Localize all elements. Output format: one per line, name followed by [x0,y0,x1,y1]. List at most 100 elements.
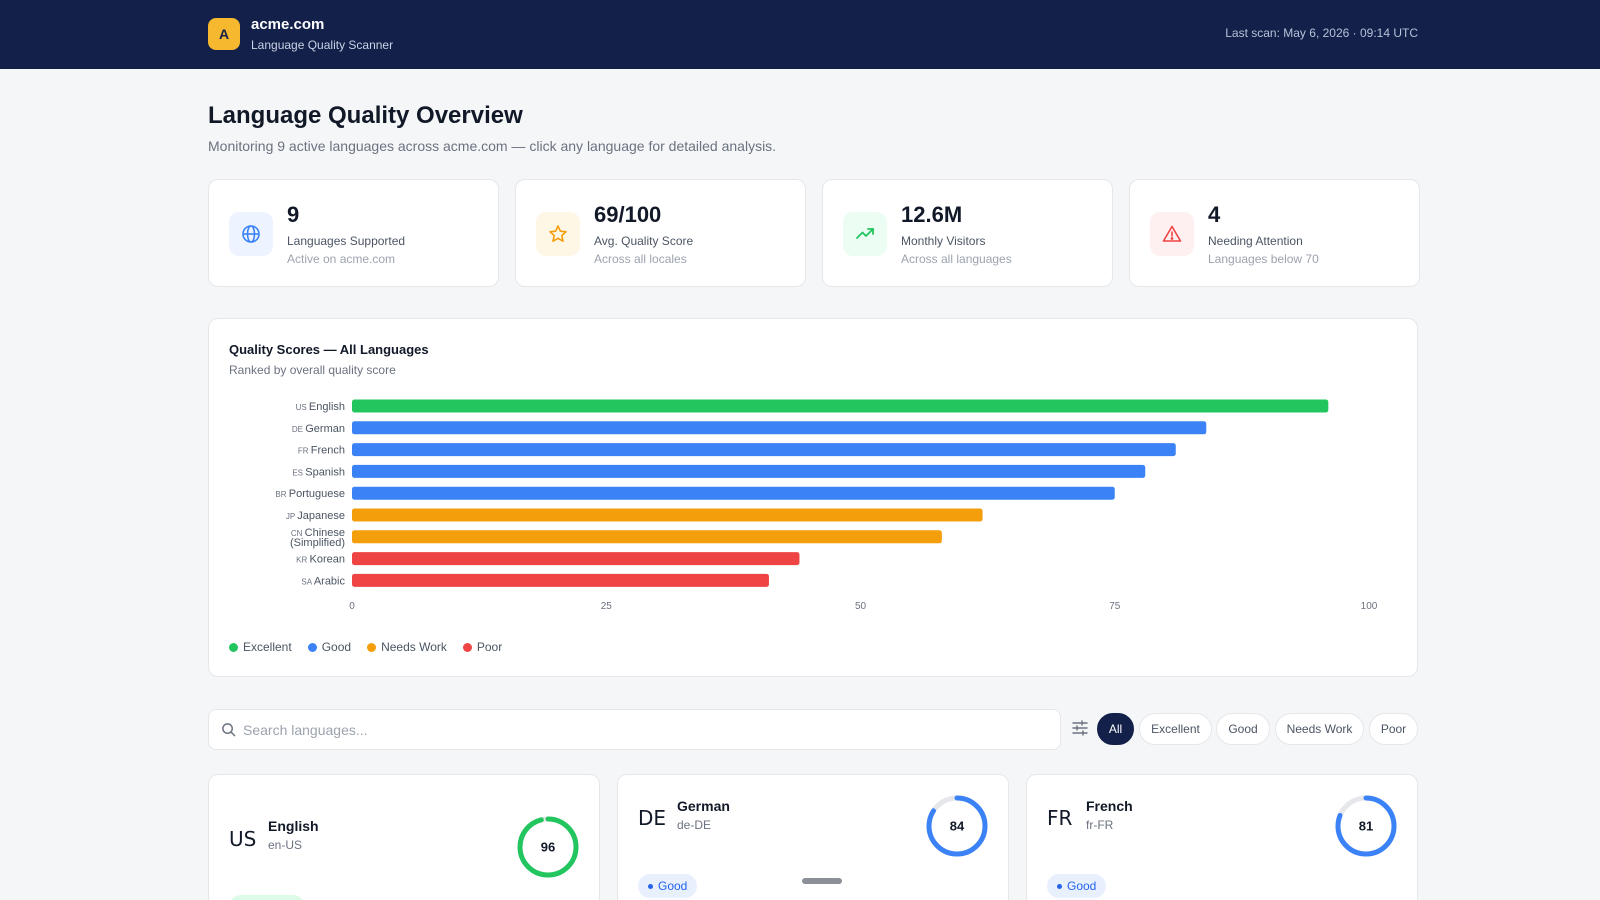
globe-icon [229,212,273,256]
legend-item: Needs Work [367,640,447,654]
trending-up-icon [843,212,887,256]
star-icon [536,212,580,256]
language-name: English [268,818,319,834]
bar-french[interactable] [352,443,1176,457]
bar-korean[interactable] [352,552,800,566]
chart-title: Quality Scores — All Languages [229,342,429,357]
x-tick-label: 75 [1109,601,1121,612]
language-locale: de-DE [677,818,712,832]
stat-label: Monthly Visitors [901,234,986,248]
legend-dot-icon [229,642,238,652]
bar-japanese[interactable] [352,508,983,522]
brand-name: acme.com [251,16,325,33]
bar-label: KR Korean [296,554,345,566]
language-locale: fr-FR [1086,818,1114,832]
warning-icon [1150,212,1194,256]
tier-badge: Good [638,874,698,898]
stat-card-attention: 4 Needing Attention Languages below 70 [1129,179,1420,287]
flag-code: FR [1047,806,1073,830]
language-name: German [677,798,730,814]
tier-badge-label: Good [658,879,688,893]
stat-value: 69/100 [594,202,662,227]
bar-portuguese[interactable] [352,486,1115,500]
quality-chart-card: Quality Scores — All Languages Ranked by… [208,318,1418,677]
stat-value: 12.6M [901,202,963,227]
bar-label: CN Chinese (Simplified) [290,527,345,549]
language-card-english[interactable]: US English en-US 96 [208,774,600,900]
filter-poor[interactable]: Poor [1369,713,1418,745]
search-box [208,709,1061,750]
filter-needs-work[interactable]: Needs Work [1275,713,1364,745]
legend-dot-icon [462,642,472,652]
x-tick-label: 50 [855,601,867,612]
quality-bar-chart: US English DE German FR French ES Spanish BR… [275,399,1378,612]
flag-code: DE [638,806,667,830]
stat-value: 9 [287,202,300,227]
drag-handle[interactable] [802,878,842,884]
score-value: 96 [541,840,555,855]
language-card-french[interactable]: FR French fr-FR 81 Good [1026,774,1418,900]
stat-card-quality: 69/100 Avg. Quality Score Across all loc… [515,179,806,287]
stat-card-languages: 9 Languages Supported Active on acme.com [208,179,499,287]
stat-card-visitors: 12.6M Monthly Visitors Across all langua… [822,179,1113,287]
tier-badge-label: Good [1067,879,1097,893]
legend-item: Excellent [229,640,292,654]
badge-dot-icon [1057,883,1062,889]
score-ring: 96 [517,816,579,878]
bar-chinese-simplified[interactable] [352,530,942,544]
stat-value: 4 [1208,202,1221,227]
filter-good[interactable]: Good [1216,713,1270,745]
flag-code: US [229,827,257,851]
legend-label: Excellent [243,640,292,654]
brand-logo[interactable]: A [208,18,240,50]
bar-label: BR Portuguese [275,488,345,500]
legend-item: Good [307,640,352,654]
score-ring: 84 [926,795,988,857]
stat-note: Active on acme.com [287,252,396,266]
stat-note: Across all locales [594,252,687,266]
score-value: 84 [950,819,965,834]
chart-subtitle: Ranked by overall quality score [229,363,396,377]
legend-label: Needs Work [381,640,447,654]
search-input[interactable] [243,710,1043,749]
page-subtitle: Monitoring 9 active languages across acm… [208,138,777,154]
filter-excellent[interactable]: Excellent [1139,713,1212,745]
filter-all[interactable]: All [1097,713,1134,745]
x-tick-label: 0 [349,601,355,612]
bar-english[interactable] [352,399,1329,413]
x-tick-label: 25 [601,601,613,612]
bar-label: FR French [298,445,345,457]
tier-badge [229,895,305,900]
bar-german[interactable] [352,421,1207,435]
bar-label: SA Arabic [301,575,345,587]
stat-note: Across all languages [901,252,1012,266]
language-locale: en-US [268,838,303,852]
legend-dot-icon [307,642,317,652]
bar-label: US English [296,401,345,413]
brand-subtitle: Language Quality Scanner [251,38,394,52]
score-value: 81 [1359,819,1373,834]
filter-sliders-icon[interactable] [1072,720,1088,736]
legend-item: Poor [462,640,503,654]
legend-label: Poor [476,640,503,654]
search-icon [222,723,236,737]
stat-label: Languages Supported [287,234,406,248]
bar-label: ES Spanish [292,466,345,478]
score-ring: 81 [1335,795,1397,857]
legend-label: Good [321,640,352,654]
stat-label: Needing Attention [1208,234,1303,248]
bar-label: DE German [292,423,345,435]
x-tick-label: 100 [1361,601,1378,612]
bar-arabic[interactable] [352,573,769,587]
tier-badge: Good [1047,874,1107,898]
badge-dot-icon [648,883,653,889]
bar-label: JP Japanese [286,510,345,522]
page-title: Language Quality Overview [208,102,523,129]
top-bar: A acme.com Language Quality Scanner Last… [0,0,1600,69]
last-scan-time: Last scan: May 6, 2026 · 09:14 UTC [1225,26,1418,40]
stat-label: Avg. Quality Score [594,234,694,248]
legend-dot-icon [367,642,377,652]
chart-legend: Excellent Good Needs Work Poor [229,640,502,654]
stat-note: Languages below 70 [1208,252,1319,266]
bar-spanish[interactable] [352,464,1146,478]
